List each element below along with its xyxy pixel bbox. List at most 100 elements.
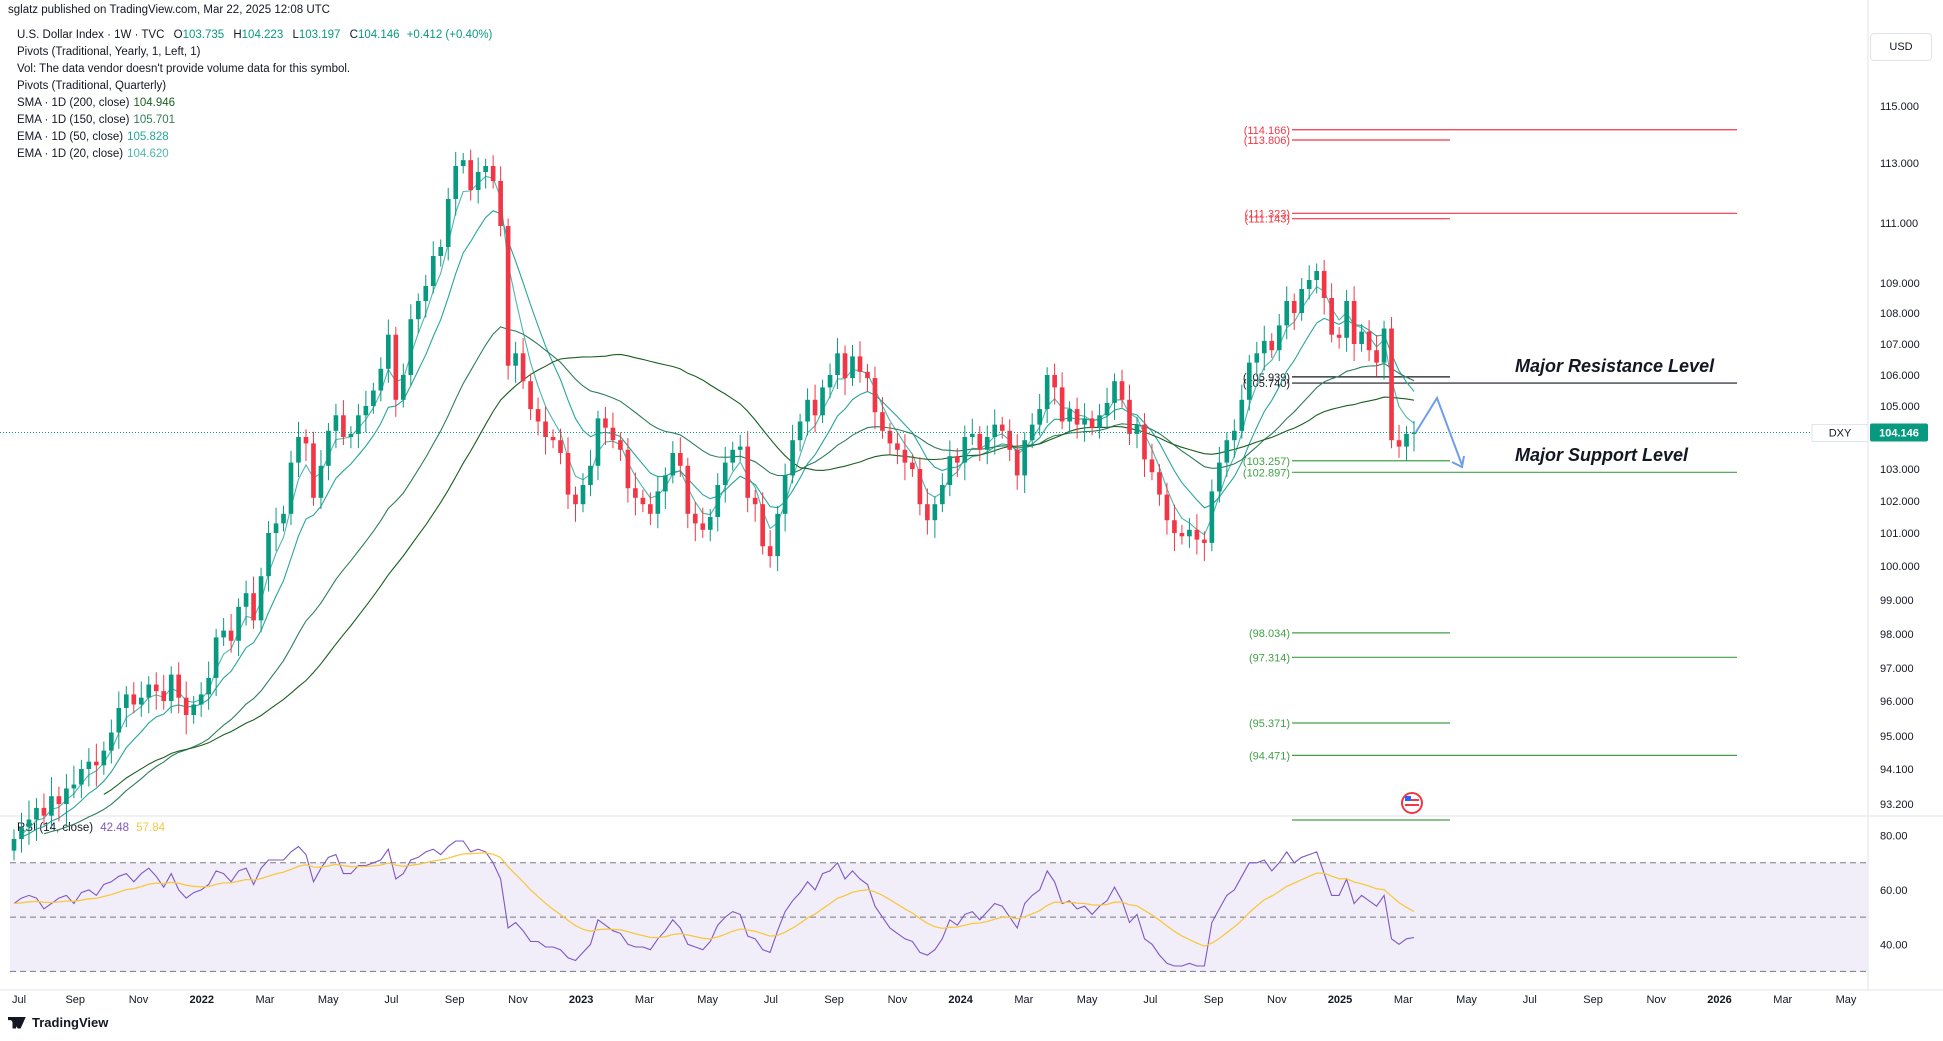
candle-body <box>910 462 915 469</box>
axes: 115.000 113.000 111.000 109.000 108.000 107.0… <box>12 101 1928 1006</box>
time-tick-label: May <box>1456 994 1477 1006</box>
candle-body <box>842 353 848 379</box>
candle-body <box>648 504 653 514</box>
candle-body <box>663 475 668 492</box>
candle-body <box>1306 280 1312 289</box>
candle-body <box>153 684 159 692</box>
candle-body <box>168 674 174 701</box>
rsi-tick-label: 60.00 <box>1880 885 1908 897</box>
candle-body <box>1022 440 1028 476</box>
candle-body <box>468 160 474 190</box>
candle-body <box>341 415 346 437</box>
candle-body <box>1269 340 1275 351</box>
candle-body <box>1314 271 1319 280</box>
candle-body <box>1254 353 1260 363</box>
price-tick-label: 113.000 <box>1880 158 1919 170</box>
publish-line: sglatz published on TradingView.com, Mar… <box>8 4 330 16</box>
pivot-levels: (114.166)(113.806) (111.323)(111.143) (105… <box>1243 125 1737 821</box>
rsi-line <box>13 840 1415 967</box>
candle-body <box>603 418 608 428</box>
candle-body <box>633 488 638 498</box>
candle-body <box>805 399 810 422</box>
candle-body <box>1284 301 1290 326</box>
study-legend-5[interactable]: EMA · 1D (50, close) 105.828 <box>17 129 169 146</box>
candle-body <box>595 418 601 466</box>
time-tick-label: Nov <box>1267 994 1287 1006</box>
candle-body <box>191 704 196 715</box>
candle-body <box>1374 350 1379 363</box>
forecast-arrow <box>1415 395 1463 466</box>
candle-body <box>430 256 436 286</box>
candle-body <box>895 443 900 450</box>
study-legend-4[interactable]: EMA · 1D (150, close) 105.701 <box>17 112 175 129</box>
candle-body <box>483 166 488 172</box>
time-tick-label: Sep <box>445 994 465 1006</box>
price-tick-label: 109.000 <box>1880 278 1920 290</box>
candle-body <box>183 697 189 715</box>
last-price-tag <box>1870 423 1928 442</box>
rsi-ma-value: 57.84 <box>136 822 166 834</box>
candle-body <box>528 381 533 410</box>
time-tick-label: 2024 <box>948 994 973 1006</box>
candle-body <box>1082 418 1087 425</box>
time-tick-label: May <box>1077 994 1098 1006</box>
candle-body <box>1142 424 1147 460</box>
candle-body <box>520 353 526 382</box>
candle-body <box>1209 491 1215 543</box>
study-legend-3[interactable]: SMA · 1D (200, close) 104.946 <box>17 95 175 112</box>
candle-body <box>1119 381 1125 400</box>
time-tick-label: Jul <box>1523 994 1537 1006</box>
study-legend-1[interactable]: Vol: The data vendor doesn't provide vol… <box>17 61 350 78</box>
candle-body <box>1074 409 1080 425</box>
tradingview-logo[interactable]: TradingView <box>8 1015 108 1030</box>
candle-body <box>41 807 47 816</box>
study-legend-2[interactable]: Pivots (Traditional, Quarterly) <box>17 78 166 95</box>
candle-body <box>423 286 429 301</box>
candle-body <box>1396 440 1402 447</box>
study-label: EMA · 1D (150, close) <box>17 114 130 126</box>
study-value: 105.701 <box>133 114 176 126</box>
candle-body <box>1276 325 1282 351</box>
sma200-line <box>103 353 1415 795</box>
candle-body <box>670 453 676 476</box>
candle-body <box>1299 289 1305 313</box>
candle-body <box>505 226 511 366</box>
candle-body <box>198 694 204 705</box>
candle-body <box>625 449 631 489</box>
rsi-tick-label: 80.00 <box>1880 831 1908 843</box>
candle-body <box>977 433 983 450</box>
candle-body <box>1336 334 1342 338</box>
rsi-value: 42.48 <box>100 822 130 834</box>
time-tick-label: May <box>318 994 339 1006</box>
last-price-label: 104.146 <box>1879 427 1919 439</box>
candle-body <box>326 430 331 466</box>
candle-body <box>236 606 241 641</box>
currency-button[interactable]: USD <box>1870 33 1932 61</box>
candle-body <box>1037 409 1042 425</box>
candle-body <box>281 513 286 524</box>
time-tick-label: Nov <box>888 994 908 1006</box>
close-label: C <box>349 29 358 41</box>
candle-body <box>1291 301 1297 313</box>
time-tick-label: Sep <box>65 994 85 1006</box>
candle-body <box>296 437 301 463</box>
time-tick-label: Mar <box>255 994 274 1006</box>
symbol-ohlc-line: U.S. Dollar Index · 1W · TVC O103.735 H1… <box>17 27 492 44</box>
candle-body <box>49 796 54 816</box>
study-legend-0[interactable]: Pivots (Traditional, Yearly, 1, Left, 1) <box>17 44 200 61</box>
study-legend-6[interactable]: EMA · 1D (20, close) 104.620 <box>17 146 169 163</box>
candle-body <box>775 513 780 557</box>
candle-body <box>348 433 354 437</box>
candle-body <box>880 412 885 431</box>
candle-body <box>1261 340 1267 354</box>
candle-body <box>984 437 990 450</box>
candle-body <box>1217 462 1222 492</box>
candle-body <box>1164 494 1170 521</box>
candle-body <box>812 399 818 416</box>
candle-body <box>790 440 795 476</box>
candle-body <box>992 424 998 437</box>
time-tick-label: Sep <box>824 994 844 1006</box>
candle-body <box>925 504 930 521</box>
candle-body <box>243 593 249 607</box>
